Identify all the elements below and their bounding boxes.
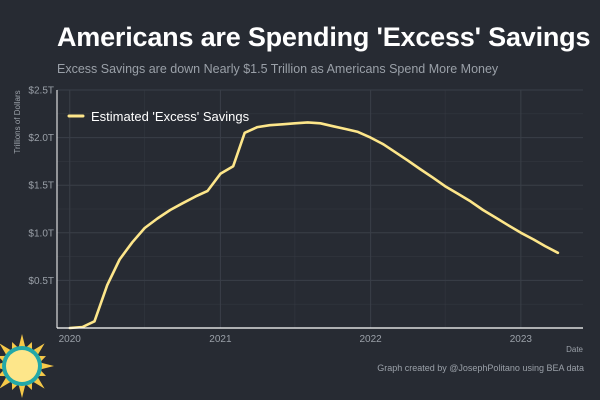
sun-ray bbox=[18, 334, 26, 349]
axes bbox=[56, 90, 583, 329]
series-line bbox=[68, 121, 560, 330]
x-tick-label: 2020 bbox=[59, 334, 82, 345]
y-axis-title: Trillions of Dollars bbox=[13, 90, 22, 153]
x-axis-title: Date bbox=[566, 345, 583, 354]
axis-ticks: $0.5T $1.0T $1.5T $2.0T $2.5T 2020 2021 2022 202… bbox=[28, 86, 532, 346]
sun-core bbox=[6, 350, 38, 382]
sun-ray bbox=[39, 362, 54, 370]
legend: Estimated 'Excess' Savings bbox=[67, 109, 250, 124]
legend-label: Estimated 'Excess' Savings bbox=[91, 109, 250, 124]
sun-ray bbox=[18, 383, 26, 398]
y-tick-label: $1.0T bbox=[28, 228, 54, 239]
series-layer bbox=[68, 121, 560, 330]
y-tick-label: $2.5T bbox=[28, 86, 54, 97]
x-tick-label: 2023 bbox=[510, 334, 533, 345]
sun-logo-icon bbox=[0, 334, 54, 398]
x-tick-label: 2022 bbox=[359, 334, 382, 345]
y-tick-label: $1.5T bbox=[28, 181, 54, 192]
grid-lines bbox=[57, 89, 583, 328]
source-caption: Graph created by @JosephPolitano using B… bbox=[377, 363, 584, 373]
chart-title: Americans are Spending 'Excess' Savings bbox=[57, 22, 591, 52]
chart-subtitle: Excess Savings are down Nearly $1.5 Tril… bbox=[57, 62, 499, 76]
y-tick-label: $0.5T bbox=[28, 276, 54, 287]
y-tick-label: $2.0T bbox=[28, 133, 54, 144]
x-tick-label: 2021 bbox=[209, 334, 232, 345]
